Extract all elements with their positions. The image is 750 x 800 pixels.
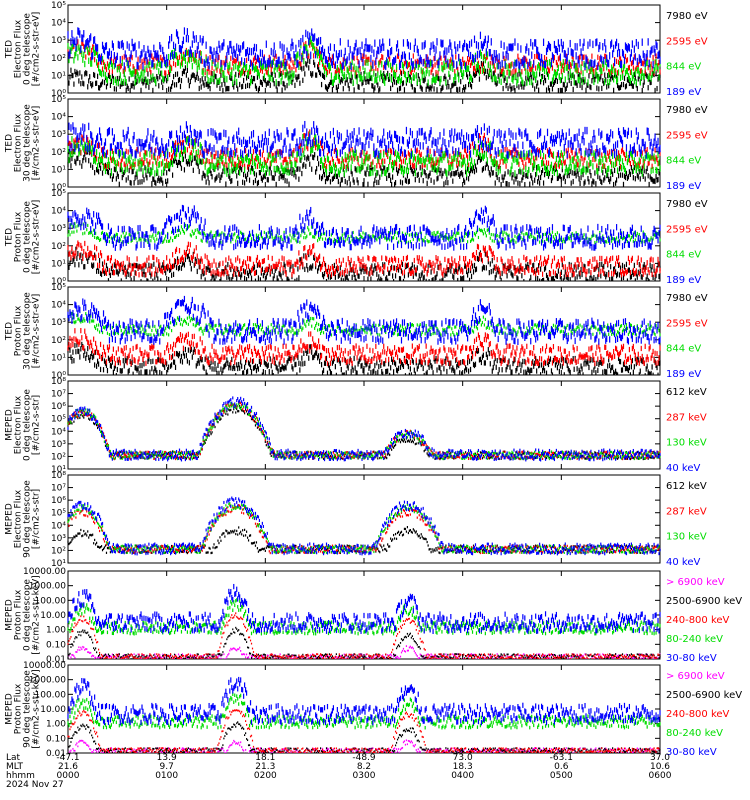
- y-label-line: TED: [5, 228, 15, 247]
- panel-3: 10⁰ 10¹ 10² 10³ 10⁴ 10⁵ TED Proton Flux 0 deg te…: [5, 189, 708, 287]
- y-label-line: [#/cm2-s-str-eV]: [32, 200, 42, 275]
- y-tick-label: 10⁵: [51, 189, 66, 199]
- y-label-line: 0 deg telescope: [23, 201, 33, 273]
- y-tick-label: 10⁴: [51, 19, 66, 29]
- y-axis-label: TED Proton Flux 0 deg telescope [#/cm2-s-st…: [5, 200, 42, 275]
- series-844-ev: [67, 131, 661, 177]
- y-tick-label: 10²: [51, 242, 66, 252]
- legend-entry: 844 eV: [666, 156, 701, 167]
- y-tick-label: 10⁰: [51, 277, 66, 287]
- y-tick-label: 10⁰: [51, 89, 66, 99]
- y-tick-label: 10⁵: [51, 95, 66, 105]
- legend-entry: 7980 eV: [666, 11, 708, 22]
- y-tick-label: 10⁴: [51, 207, 66, 217]
- panel-1: 10⁰ 10¹ 10² 10³ 10⁴ 10⁵ TED Electron Flux 0 deg …: [5, 1, 708, 99]
- y-tick-label: 10⁴: [51, 113, 66, 123]
- y-axis-label: TED Electron Flux 0 deg telescope [#/cm2-s-…: [5, 12, 42, 87]
- y-label-line: 30 deg telescope: [23, 104, 33, 182]
- y-label-line: TED: [5, 40, 15, 59]
- y-tick-label: 10⁰: [51, 183, 66, 193]
- series-7980-ev: [67, 147, 661, 187]
- y-tick-label: 10¹: [51, 259, 66, 269]
- y-label-line: Electron Flux: [14, 113, 24, 172]
- legend-entry: 2595 eV: [666, 36, 708, 47]
- y-tick-label: 10³: [51, 36, 66, 46]
- y-tick-label: 10³: [51, 130, 66, 140]
- y-tick-label: 10⁵: [51, 1, 66, 11]
- y-axis-label: TED Electron Flux 30 deg telescope [#/cm2-s…: [5, 104, 42, 182]
- legend-entry: 2595 eV: [666, 130, 708, 141]
- y-tick-label: 10¹: [51, 165, 66, 175]
- y-label-line: [#/cm2-s-str-eV]: [32, 106, 42, 181]
- series-189-ev: [67, 120, 661, 159]
- y-label-line: 0 deg telescope: [23, 13, 33, 85]
- series-189-ev: [67, 27, 661, 71]
- y-tick-label: 10²: [51, 148, 66, 158]
- y-label-line: TED: [5, 134, 15, 153]
- y-tick-label: 10³: [51, 224, 66, 234]
- y-label-line: Proton Flux: [14, 211, 24, 262]
- y-label-line: Electron Flux: [14, 19, 24, 78]
- legend-entry: 189 eV: [666, 87, 701, 98]
- legend-entry: 189 eV: [666, 181, 701, 192]
- legend-entry: 7980 eV: [666, 105, 708, 116]
- y-tick-label: 10²: [51, 54, 66, 64]
- legend-entry: 844 eV: [666, 62, 701, 73]
- y-label-line: [#/cm2-s-str-eV]: [32, 12, 42, 87]
- panel-2: 10⁰ 10¹ 10² 10³ 10⁴ 10⁵ TED Electron Flux 30 deg…: [5, 95, 708, 193]
- y-tick-label: 10¹: [51, 71, 66, 81]
